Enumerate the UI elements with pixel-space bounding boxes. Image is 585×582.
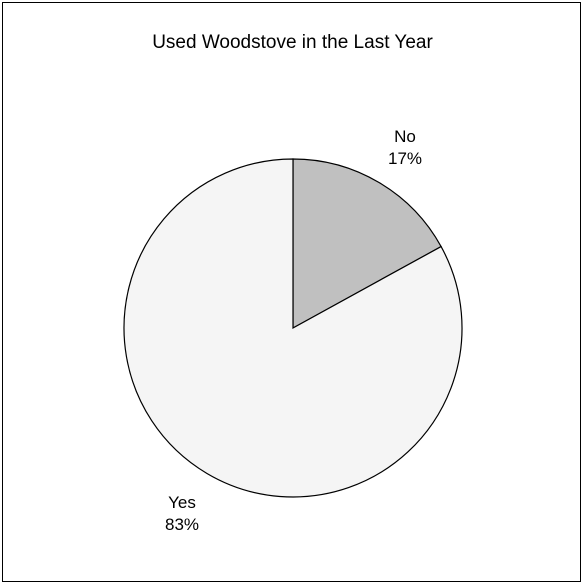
slice-label-yes: Yes	[168, 493, 196, 512]
slice-percent-yes: 83%	[165, 515, 199, 534]
pie-slice-no	[292, 158, 442, 330]
chart-title: Used Woodstove in the Last Year	[152, 32, 433, 53]
pie-slice-yes	[123, 158, 463, 498]
slice-label-no: No	[394, 127, 416, 146]
slice-percent-no: 17%	[388, 149, 422, 168]
pie-chart: No 17% Yes 83%	[123, 127, 463, 534]
pie-labels: No 17% Yes 83%	[165, 127, 422, 534]
pie-slices	[123, 158, 463, 498]
